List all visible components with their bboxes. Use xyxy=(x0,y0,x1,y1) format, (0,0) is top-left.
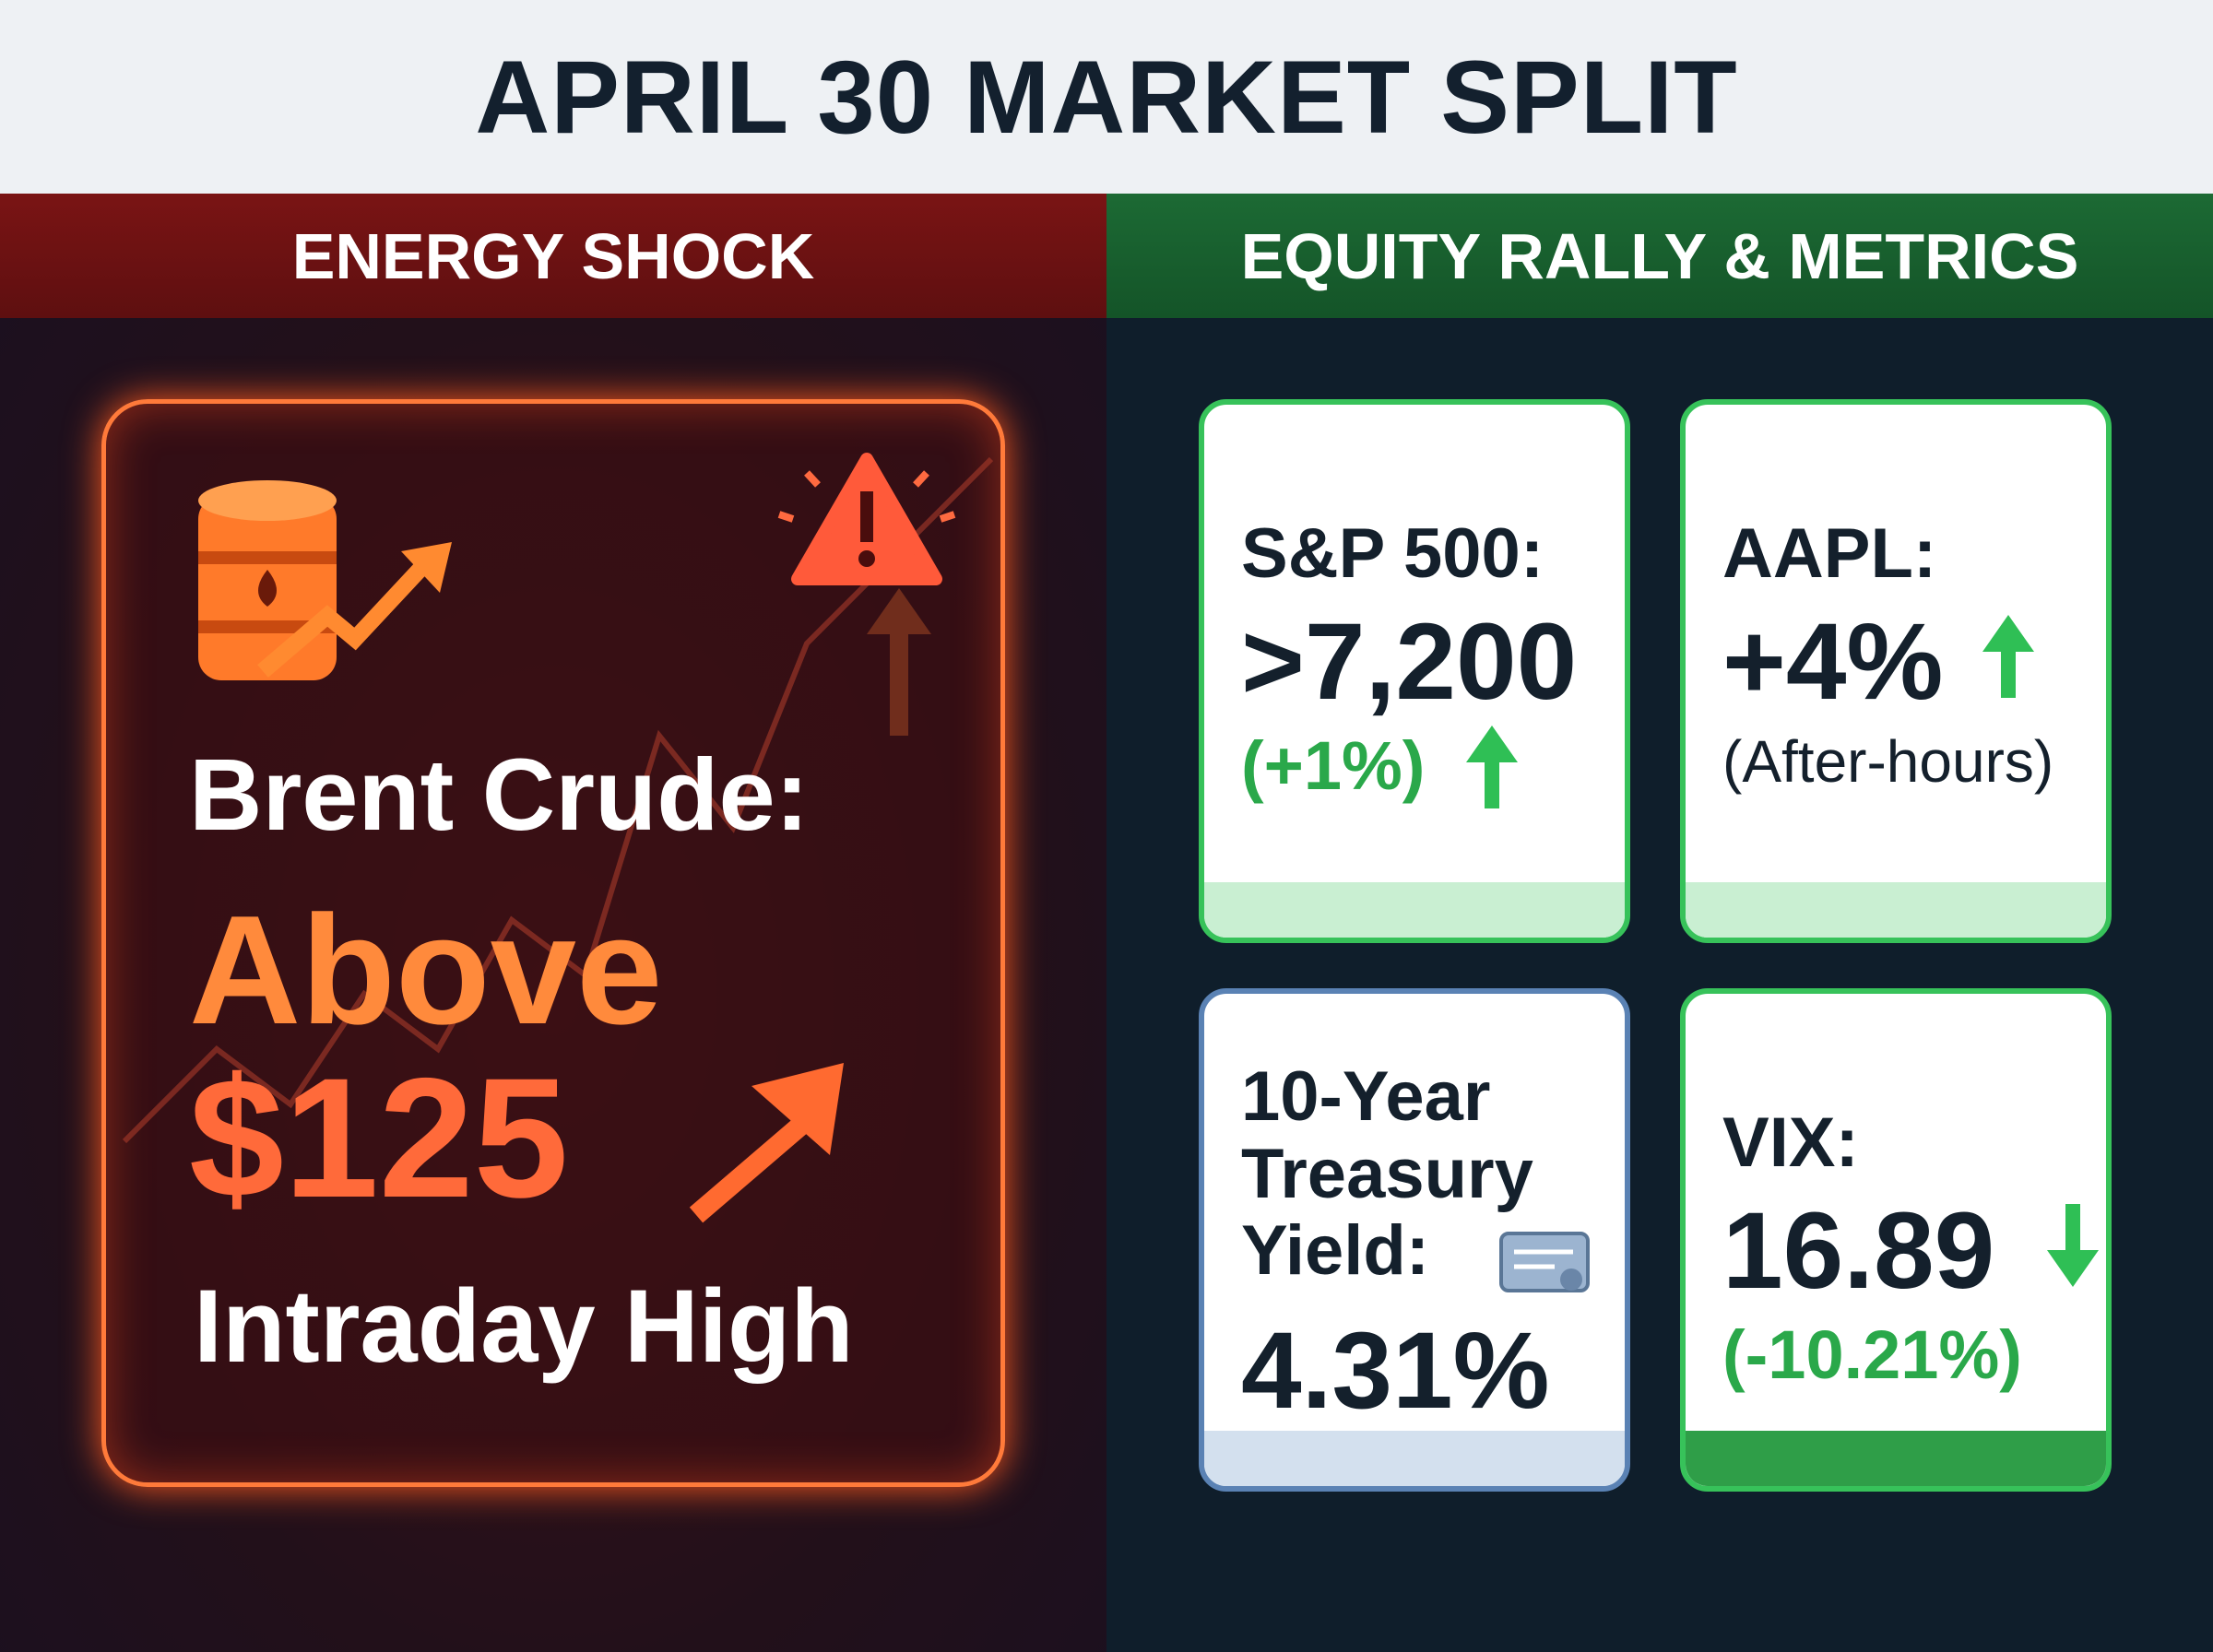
card-band xyxy=(1686,882,2106,938)
metric-card: S&P 500: >7,200 (+1%) xyxy=(1199,399,1630,943)
energy-heading-text: ENERGY SHOCK xyxy=(291,219,815,292)
price-arrow xyxy=(689,1063,844,1223)
down-arrow xyxy=(2047,1204,2099,1287)
oil-barrel-icon xyxy=(198,480,452,680)
equity-heading-text: EQUITY RALLY & METRICS xyxy=(1240,219,2079,292)
metric-value: +4% xyxy=(1722,601,1944,723)
trend-line xyxy=(122,456,994,1144)
metric-change: (+1%) xyxy=(1241,727,1426,804)
metric-value: >7,200 xyxy=(1241,601,1578,723)
metric-change: (After-hours) xyxy=(1722,728,2054,795)
warning-icon xyxy=(777,453,956,585)
energy-decor xyxy=(122,453,994,1223)
energy-qualifier: Above xyxy=(189,883,663,1056)
energy-label: Brent Crude: xyxy=(189,738,810,852)
metric-card: 10-Year Treasury Yield: 4.31% xyxy=(1199,988,1630,1492)
up-arrow xyxy=(1982,615,2034,698)
metric-card: VIX: 16.89 (-10.21%) xyxy=(1680,988,2112,1492)
energy-card: Brent Crude: Above $125 Intraday High xyxy=(101,399,1005,1487)
metric-label: AAPL: xyxy=(1722,514,1937,593)
card-band xyxy=(1204,1431,1625,1486)
metric-label: S&P 500: xyxy=(1241,514,1544,593)
card-band xyxy=(1204,882,1625,938)
metric-label: 10-Year Treasury Yield: xyxy=(1241,1057,1533,1291)
metric-card: AAPL: +4% (After-hours) xyxy=(1680,399,2112,943)
title: APRIL 30 MARKET SPLIT xyxy=(475,39,1738,155)
certificate-icon xyxy=(1499,1232,1590,1292)
up-arrow xyxy=(1466,726,1518,808)
equity-heading: EQUITY RALLY & METRICS xyxy=(1106,194,2213,318)
metric-label: VIX: xyxy=(1722,1103,1859,1182)
card-band xyxy=(1686,1431,2106,1486)
metric-change: (-10.21%) xyxy=(1722,1316,2022,1393)
energy-note: Intraday High xyxy=(194,1268,854,1384)
metric-value: 16.89 xyxy=(1722,1190,1995,1312)
title-band: APRIL 30 MARKET SPLIT xyxy=(0,0,2213,194)
energy-price: $125 xyxy=(189,1044,569,1233)
metric-value: 4.31% xyxy=(1241,1310,1550,1432)
energy-heading: ENERGY SHOCK xyxy=(0,194,1106,318)
bg-arrow xyxy=(867,588,931,736)
